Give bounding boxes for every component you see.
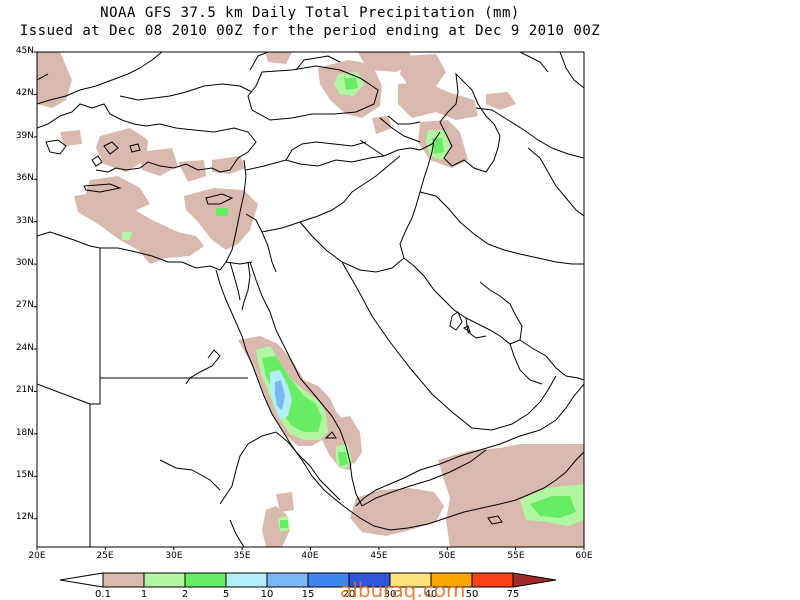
lat-label-33n: 33N bbox=[15, 216, 34, 226]
watermark-text: alburaq.com bbox=[340, 578, 466, 600]
colorbar-label-15: 15 bbox=[301, 589, 315, 600]
lat-label-45n: 45N bbox=[15, 46, 34, 56]
lon-label-45e: 45E bbox=[370, 551, 388, 561]
lon-label-30e: 30E bbox=[165, 551, 183, 561]
colorbar-label-75: 75 bbox=[506, 589, 520, 600]
colorbar-label-0-1: 0.1 bbox=[95, 589, 111, 600]
colorbar-label-20: 20 bbox=[342, 589, 356, 600]
axis-ticks bbox=[34, 51, 585, 550]
lat-label-39n: 39N bbox=[15, 131, 34, 141]
lon-label-35e: 35E bbox=[233, 551, 251, 561]
lon-label-60e: 60E bbox=[575, 551, 593, 561]
colorbar bbox=[59, 572, 557, 588]
colorbar-swatch-3 bbox=[184, 572, 227, 588]
colorbar-label-50: 50 bbox=[465, 589, 479, 600]
lon-label-20e: 20E bbox=[28, 551, 46, 561]
map-subtitle: Issued at Dec 08 2010 00Z for the period… bbox=[19, 23, 601, 39]
colorbar-label-30: 30 bbox=[383, 589, 397, 600]
map-title: NOAA GFS 37.5 km Daily Total Precipitati… bbox=[100, 5, 520, 21]
lat-label-18n: 18N bbox=[15, 428, 34, 438]
colorbar-label-40: 40 bbox=[424, 589, 438, 600]
lon-label-50e: 50E bbox=[438, 551, 456, 561]
colorbar-swatch-4 bbox=[225, 572, 268, 588]
lon-label-25e: 25E bbox=[96, 551, 114, 561]
colorbar-swatch-2 bbox=[143, 572, 186, 588]
colorbar-right-arrow bbox=[512, 572, 557, 588]
lon-label-40e: 40E bbox=[301, 551, 319, 561]
lat-label-24n: 24N bbox=[15, 343, 34, 353]
lat-label-21n: 21N bbox=[15, 385, 34, 395]
colorbar-swatch-10 bbox=[471, 572, 514, 588]
lat-label-27n: 27N bbox=[15, 300, 34, 310]
colorbar-label-5: 5 bbox=[222, 589, 230, 600]
lat-label-42n: 42N bbox=[15, 88, 34, 98]
colorbar-swatch-5 bbox=[266, 572, 309, 588]
lat-label-36n: 36N bbox=[15, 173, 34, 183]
lat-label-30n: 30N bbox=[15, 258, 34, 268]
colorbar-left-arrow bbox=[59, 572, 104, 588]
lon-label-55e: 55E bbox=[507, 551, 525, 561]
colorbar-label-2: 2 bbox=[181, 589, 189, 600]
blue-precip-areas bbox=[275, 380, 285, 410]
colorbar-swatch-1 bbox=[102, 572, 145, 588]
precip-shading bbox=[37, 52, 584, 547]
coastlines-borders bbox=[37, 52, 584, 547]
lat-label-15n: 15N bbox=[15, 470, 34, 480]
colorbar-label-1: 1 bbox=[140, 589, 148, 600]
lat-label-12n: 12N bbox=[15, 512, 34, 522]
colorbar-label-10: 10 bbox=[260, 589, 274, 600]
